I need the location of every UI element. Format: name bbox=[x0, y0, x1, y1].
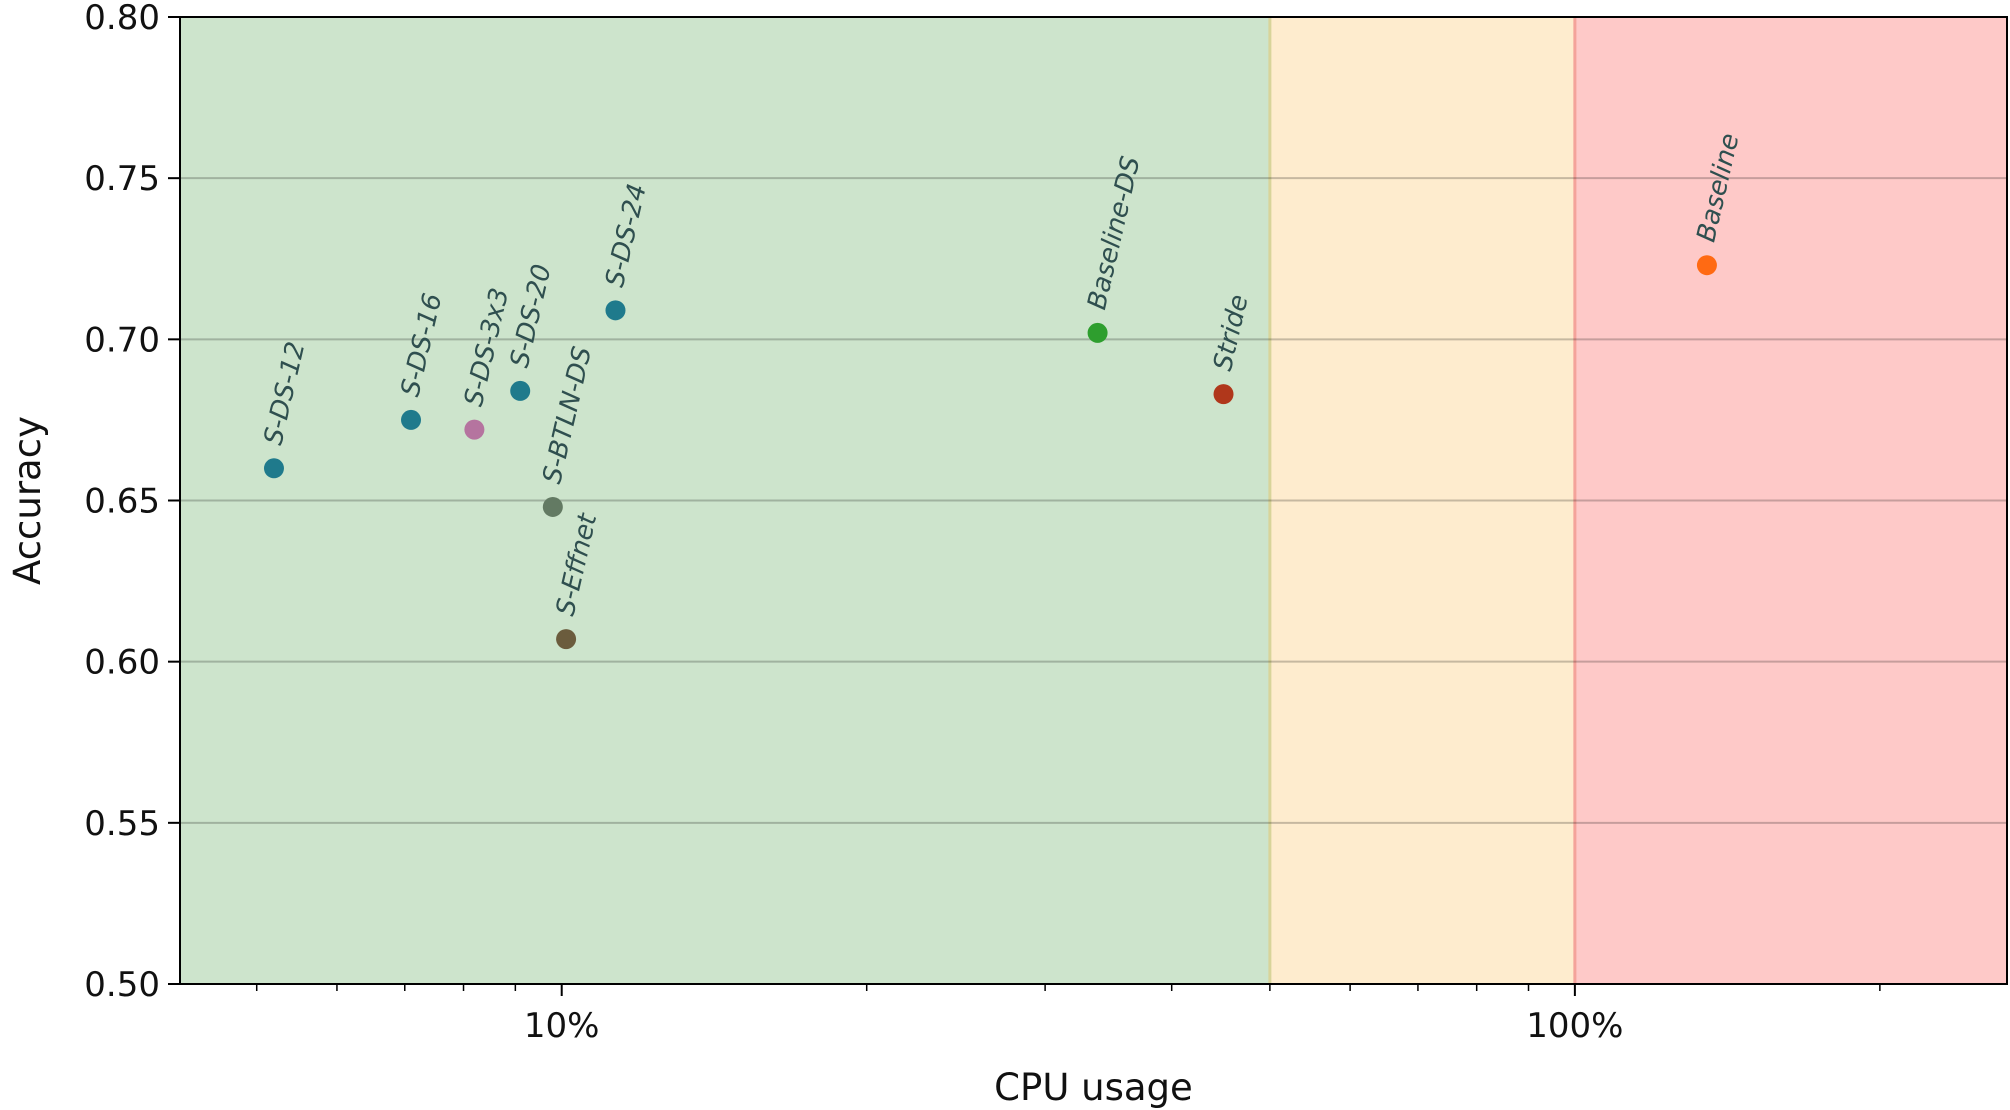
x-axis-title: CPU usage bbox=[994, 1066, 1193, 1109]
point-0 bbox=[263, 458, 284, 479]
y-tick-label-4: 0.70 bbox=[84, 320, 160, 360]
point-7 bbox=[1087, 322, 1108, 343]
background-regions bbox=[180, 17, 2007, 984]
x-tick-label-0: 10% bbox=[524, 1006, 600, 1046]
data-points bbox=[263, 255, 1717, 650]
point-4 bbox=[542, 496, 563, 517]
point-9 bbox=[1696, 255, 1717, 276]
y-tick-label-3: 0.65 bbox=[84, 482, 160, 522]
point-6 bbox=[605, 300, 626, 321]
point-2 bbox=[464, 419, 485, 440]
y-tick-label-2: 0.60 bbox=[84, 643, 160, 683]
x-tick-label-1: 100% bbox=[1526, 1006, 1623, 1046]
region-0 bbox=[180, 17, 1270, 984]
y-tick-label-0: 0.50 bbox=[84, 965, 160, 1005]
y-tick-label-5: 0.75 bbox=[84, 159, 160, 199]
region-1 bbox=[1269, 17, 1575, 984]
region-2 bbox=[1574, 17, 2007, 984]
point-5 bbox=[556, 629, 577, 650]
point-8 bbox=[1213, 384, 1234, 405]
gridlines bbox=[180, 177, 2007, 824]
x-axis: 10% 100% bbox=[255, 984, 1881, 1046]
point-1 bbox=[401, 409, 422, 430]
y-axis-title: Accuracy bbox=[6, 416, 49, 585]
y-tick-label-6: 0.80 bbox=[84, 0, 160, 38]
y-tick-label-1: 0.55 bbox=[84, 804, 160, 844]
point-3 bbox=[510, 380, 531, 401]
region-boundaries bbox=[1268, 17, 1577, 984]
y-axis: 0.50 0.55 0.60 0.65 0.70 0.75 0.80 bbox=[84, 0, 180, 1005]
